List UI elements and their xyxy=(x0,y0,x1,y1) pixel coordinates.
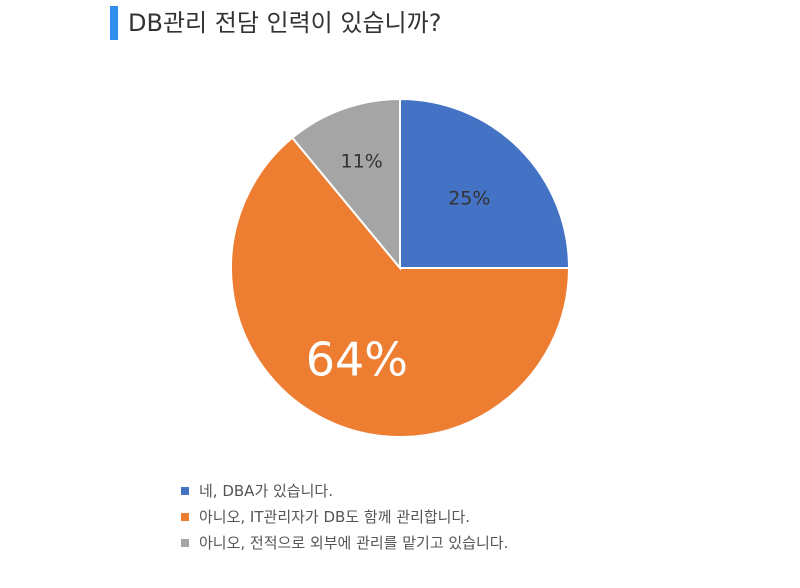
legend-label-dba: 네, DBA가 있습니다. xyxy=(199,482,333,500)
legend-item-outsourced: 아니오, 전적으로 외부에 관리를 맡기고 있습니다. xyxy=(181,530,508,556)
data-label-outsourced: 11% xyxy=(341,150,383,172)
data-label-it-manager: 64% xyxy=(306,333,408,387)
legend-label-it-manager: 아니오, IT관리자가 DB도 함께 관리합니다. xyxy=(199,508,471,526)
pie-chart: 25% 64% 11% xyxy=(230,97,571,438)
pie-slice-it-manager xyxy=(230,136,571,438)
data-label-dba: 25% xyxy=(448,188,490,210)
legend-swatch-dba xyxy=(181,487,189,495)
legend-item-it-manager: 아니오, IT관리자가 DB도 함께 관리합니다. xyxy=(181,504,508,530)
legend: 네, DBA가 있습니다. 아니오, IT관리자가 DB도 함께 관리합니다. … xyxy=(181,478,508,556)
pie-slice-outsourced xyxy=(290,97,401,271)
legend-swatch-outsourced xyxy=(181,539,189,547)
legend-label-outsourced: 아니오, 전적으로 외부에 관리를 맡기고 있습니다. xyxy=(199,534,509,552)
legend-swatch-it-manager xyxy=(181,513,189,521)
chart-title: DB관리 전담 인력이 있습니까? xyxy=(128,9,442,37)
title-accent-bar xyxy=(110,6,118,40)
pie-slice-dba xyxy=(399,97,571,269)
legend-item-dba: 네, DBA가 있습니다. xyxy=(181,478,508,504)
